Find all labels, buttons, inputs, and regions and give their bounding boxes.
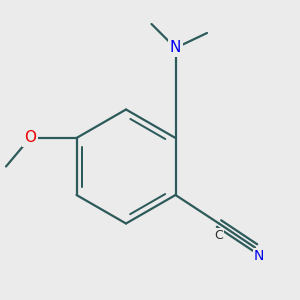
Text: C: C [214,229,224,242]
Text: N: N [170,40,181,56]
Text: N: N [254,249,264,262]
Text: O: O [24,130,36,146]
